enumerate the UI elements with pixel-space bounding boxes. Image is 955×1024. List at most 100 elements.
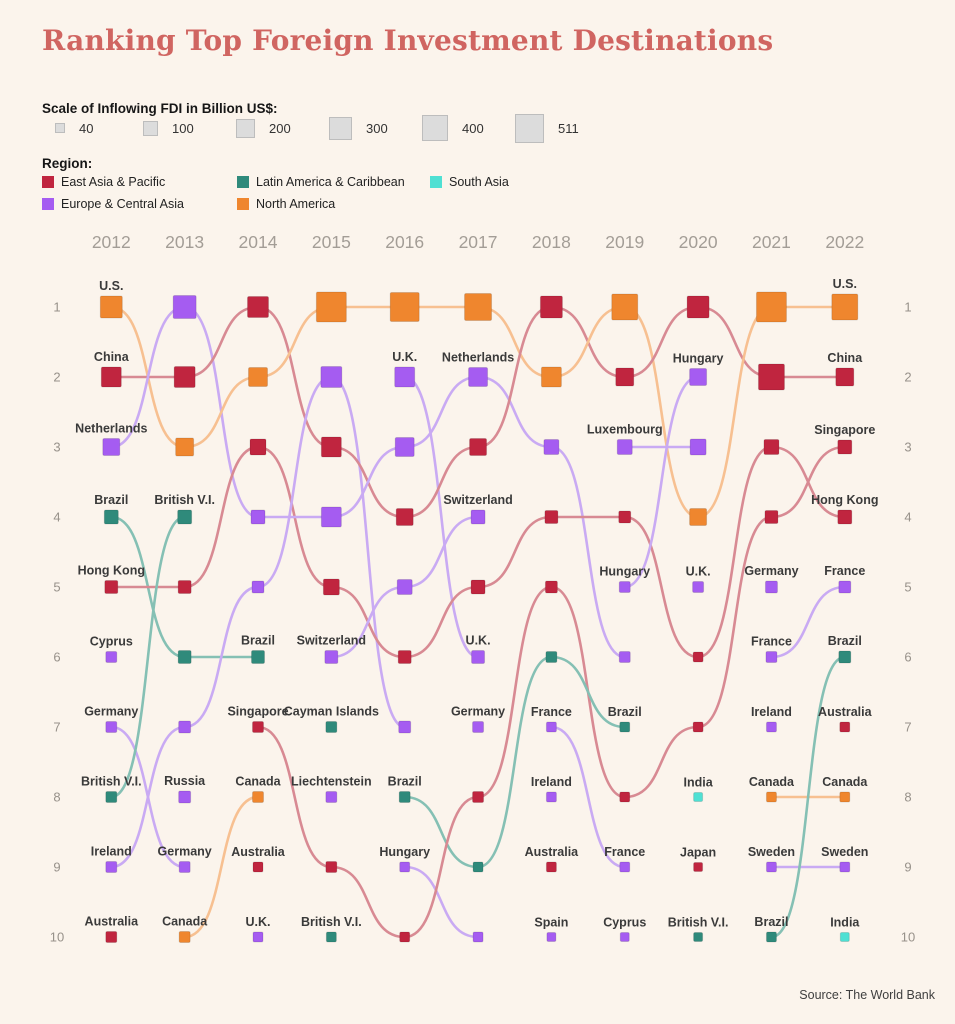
node-mark[interactable] (619, 932, 630, 942)
node-mark[interactable] (397, 650, 412, 664)
node-mark[interactable] (765, 931, 777, 943)
node-mark[interactable] (689, 508, 708, 526)
node-mark[interactable] (322, 578, 340, 596)
node-mark[interactable] (837, 509, 853, 525)
node-mark[interactable] (394, 366, 416, 388)
node-mark[interactable] (545, 791, 557, 803)
node-mark[interactable] (249, 438, 267, 456)
node-mark[interactable] (689, 438, 707, 456)
node-mark[interactable] (252, 861, 264, 873)
node-mark[interactable] (469, 438, 488, 456)
node-mark[interactable] (325, 861, 338, 873)
node-mark[interactable] (839, 721, 851, 733)
node-mark[interactable] (839, 791, 851, 803)
node-mark[interactable] (763, 439, 780, 455)
node-mark[interactable] (105, 721, 118, 733)
node-mark[interactable] (103, 509, 119, 525)
node-mark[interactable] (399, 861, 411, 873)
node-mark[interactable] (177, 580, 192, 594)
node-mark[interactable] (615, 367, 635, 387)
node-mark[interactable] (320, 436, 342, 458)
node-mark[interactable] (251, 580, 265, 594)
node-mark[interactable] (177, 509, 193, 525)
node-mark[interactable] (686, 295, 710, 319)
node-mark[interactable] (757, 363, 785, 391)
node-mark[interactable] (178, 861, 191, 873)
node-mark[interactable] (468, 367, 489, 387)
node-mark[interactable] (394, 437, 415, 457)
node-mark[interactable] (837, 439, 853, 455)
node-mark[interactable] (619, 791, 631, 803)
node-mark[interactable] (839, 932, 850, 942)
node-mark[interactable] (325, 791, 338, 803)
node-mark[interactable] (105, 861, 118, 873)
node-mark[interactable] (543, 439, 560, 455)
node-mark[interactable] (100, 366, 122, 388)
node-mark[interactable] (398, 720, 412, 734)
node-mark[interactable] (105, 931, 118, 943)
node-mark[interactable] (320, 506, 342, 528)
node-mark[interactable] (616, 439, 633, 455)
node-mark[interactable] (105, 651, 118, 663)
node-mark[interactable] (765, 861, 777, 873)
node-mark[interactable] (764, 510, 779, 524)
node-mark[interactable] (544, 510, 559, 524)
node-mark[interactable] (472, 931, 484, 943)
node-mark[interactable] (470, 579, 486, 595)
node-mark[interactable] (619, 721, 631, 733)
node-mark[interactable] (389, 292, 420, 322)
node-mark[interactable] (472, 791, 485, 803)
node-mark[interactable] (545, 651, 558, 663)
node-mark[interactable] (320, 366, 343, 388)
node-mark[interactable] (105, 791, 118, 803)
node-mark[interactable] (251, 650, 265, 664)
node-mark[interactable] (765, 651, 778, 663)
node-mark[interactable] (178, 790, 192, 804)
node-mark[interactable] (398, 791, 411, 803)
node-mark[interactable] (764, 580, 778, 594)
node-mark[interactable] (315, 291, 347, 323)
node-mark[interactable] (611, 293, 639, 321)
node-mark[interactable] (395, 508, 414, 526)
node-mark[interactable] (248, 367, 268, 387)
node-mark[interactable] (692, 581, 705, 593)
node-mark[interactable] (325, 931, 337, 943)
node-mark[interactable] (252, 721, 264, 733)
node-mark[interactable] (693, 932, 704, 942)
node-mark[interactable] (472, 861, 484, 873)
node-mark[interactable] (693, 792, 704, 802)
node-mark[interactable] (831, 293, 859, 321)
node-mark[interactable] (539, 295, 563, 319)
node-mark[interactable] (544, 580, 558, 594)
node-mark[interactable] (692, 721, 704, 733)
node-mark[interactable] (755, 291, 787, 323)
node-mark[interactable] (250, 509, 266, 525)
node-mark[interactable] (838, 580, 852, 594)
node-mark[interactable] (472, 721, 485, 733)
node-mark[interactable] (618, 581, 631, 593)
node-mark[interactable] (99, 295, 123, 319)
node-mark[interactable] (178, 931, 191, 943)
node-mark[interactable] (178, 720, 192, 734)
node-mark[interactable] (689, 368, 708, 386)
node-mark[interactable] (765, 721, 777, 733)
node-mark[interactable] (839, 861, 851, 873)
node-mark[interactable] (247, 296, 269, 318)
node-mark[interactable] (399, 931, 411, 943)
node-mark[interactable] (545, 721, 557, 733)
node-mark[interactable] (692, 651, 704, 663)
node-mark[interactable] (324, 650, 339, 664)
node-mark[interactable] (175, 437, 195, 457)
node-mark[interactable] (177, 650, 192, 664)
node-mark[interactable] (252, 791, 264, 803)
node-mark[interactable] (693, 862, 704, 872)
node-mark[interactable] (540, 366, 562, 388)
node-mark[interactable] (464, 293, 493, 321)
node-mark[interactable] (396, 579, 413, 595)
node-mark[interactable] (618, 651, 631, 663)
node-mark[interactable] (325, 721, 338, 733)
node-mark[interactable] (252, 931, 264, 943)
node-mark[interactable] (172, 295, 197, 319)
node-mark[interactable] (546, 932, 557, 942)
node-mark[interactable] (104, 580, 119, 594)
